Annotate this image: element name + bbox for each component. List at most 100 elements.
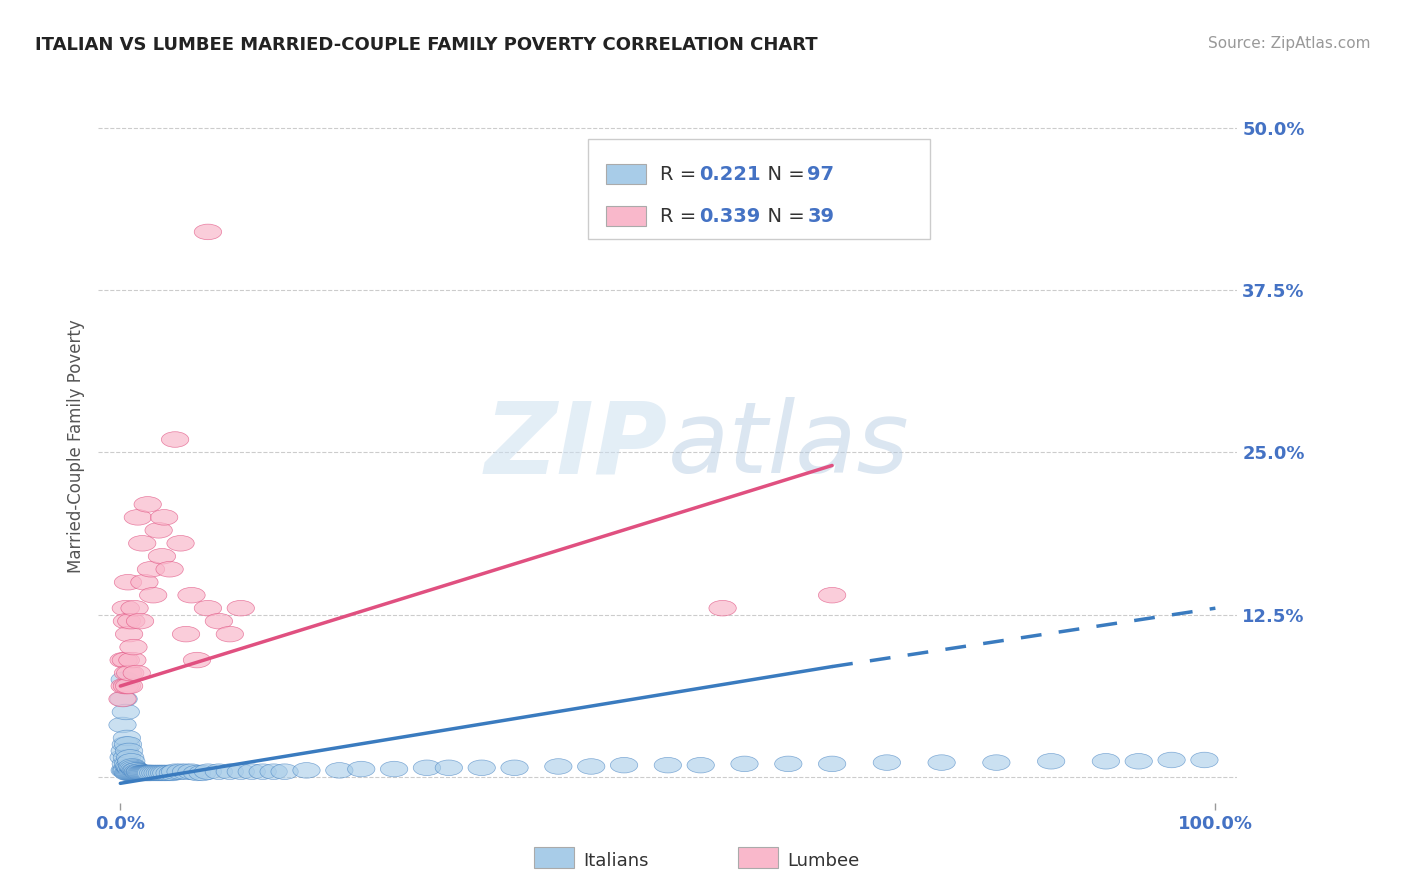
- Ellipse shape: [125, 765, 153, 780]
- Ellipse shape: [381, 761, 408, 777]
- Ellipse shape: [238, 764, 266, 780]
- Ellipse shape: [114, 614, 141, 629]
- Ellipse shape: [117, 749, 143, 765]
- Ellipse shape: [114, 678, 141, 694]
- Ellipse shape: [118, 761, 145, 777]
- Ellipse shape: [818, 756, 846, 772]
- Ellipse shape: [121, 600, 148, 616]
- Ellipse shape: [114, 763, 141, 778]
- Ellipse shape: [124, 765, 152, 780]
- Ellipse shape: [544, 759, 572, 774]
- Ellipse shape: [112, 704, 139, 720]
- Ellipse shape: [146, 765, 173, 780]
- Ellipse shape: [183, 652, 211, 668]
- Ellipse shape: [114, 737, 142, 752]
- Ellipse shape: [134, 765, 160, 780]
- Ellipse shape: [413, 760, 440, 775]
- Ellipse shape: [159, 765, 187, 780]
- Ellipse shape: [122, 763, 149, 778]
- Ellipse shape: [114, 749, 141, 765]
- Ellipse shape: [205, 614, 232, 629]
- Ellipse shape: [127, 765, 153, 780]
- Ellipse shape: [177, 588, 205, 603]
- Text: ITALIAN VS LUMBEE MARRIED-COUPLE FAMILY POVERTY CORRELATION CHART: ITALIAN VS LUMBEE MARRIED-COUPLE FAMILY …: [35, 36, 818, 54]
- Ellipse shape: [1092, 754, 1119, 769]
- Text: 97: 97: [807, 165, 835, 184]
- Ellipse shape: [775, 756, 801, 772]
- Ellipse shape: [110, 749, 138, 765]
- Text: 39: 39: [807, 207, 835, 226]
- Ellipse shape: [167, 535, 194, 551]
- Ellipse shape: [115, 759, 143, 774]
- Ellipse shape: [153, 765, 180, 780]
- Ellipse shape: [127, 764, 153, 780]
- Ellipse shape: [108, 691, 136, 706]
- Text: atlas: atlas: [668, 398, 910, 494]
- Ellipse shape: [162, 764, 188, 780]
- Ellipse shape: [118, 765, 146, 780]
- Ellipse shape: [138, 561, 165, 577]
- Ellipse shape: [228, 600, 254, 616]
- Ellipse shape: [124, 763, 150, 778]
- Ellipse shape: [131, 574, 157, 590]
- Ellipse shape: [111, 672, 138, 688]
- Text: 0.221: 0.221: [699, 165, 761, 184]
- Ellipse shape: [173, 764, 200, 780]
- Ellipse shape: [117, 765, 143, 780]
- Ellipse shape: [139, 588, 167, 603]
- Ellipse shape: [148, 765, 176, 780]
- Ellipse shape: [434, 760, 463, 775]
- Text: Italians: Italians: [583, 852, 650, 870]
- Ellipse shape: [205, 764, 232, 780]
- Text: 0.339: 0.339: [699, 207, 761, 226]
- Ellipse shape: [118, 614, 145, 629]
- Ellipse shape: [110, 691, 138, 706]
- Ellipse shape: [121, 765, 148, 780]
- Ellipse shape: [610, 757, 638, 773]
- Ellipse shape: [228, 764, 254, 780]
- Ellipse shape: [129, 765, 157, 780]
- Ellipse shape: [326, 763, 353, 778]
- Ellipse shape: [111, 763, 138, 778]
- Ellipse shape: [118, 754, 145, 769]
- Ellipse shape: [124, 509, 152, 525]
- Ellipse shape: [688, 757, 714, 773]
- Ellipse shape: [173, 626, 200, 642]
- Ellipse shape: [217, 626, 243, 642]
- Ellipse shape: [124, 665, 150, 681]
- Ellipse shape: [120, 765, 148, 780]
- Ellipse shape: [271, 764, 298, 780]
- Ellipse shape: [111, 743, 138, 759]
- Ellipse shape: [148, 549, 176, 564]
- Ellipse shape: [115, 678, 143, 694]
- Ellipse shape: [112, 600, 139, 616]
- Ellipse shape: [143, 765, 172, 780]
- Ellipse shape: [139, 765, 167, 780]
- Y-axis label: Married-Couple Family Poverty: Married-Couple Family Poverty: [66, 319, 84, 573]
- Ellipse shape: [132, 765, 159, 780]
- Ellipse shape: [138, 765, 165, 780]
- Ellipse shape: [114, 665, 142, 681]
- Ellipse shape: [115, 743, 143, 759]
- Ellipse shape: [128, 765, 156, 780]
- Ellipse shape: [114, 756, 142, 772]
- Ellipse shape: [578, 759, 605, 774]
- Ellipse shape: [117, 760, 143, 775]
- Ellipse shape: [709, 600, 737, 616]
- Ellipse shape: [112, 737, 139, 752]
- Ellipse shape: [118, 765, 145, 780]
- Ellipse shape: [114, 765, 142, 780]
- Ellipse shape: [122, 765, 149, 780]
- Ellipse shape: [468, 760, 495, 775]
- Ellipse shape: [127, 614, 153, 629]
- Ellipse shape: [111, 678, 138, 694]
- Ellipse shape: [188, 765, 217, 780]
- Ellipse shape: [145, 523, 173, 538]
- Ellipse shape: [194, 224, 222, 240]
- Ellipse shape: [167, 764, 194, 780]
- Ellipse shape: [292, 763, 321, 778]
- Ellipse shape: [112, 652, 139, 668]
- Text: Source: ZipAtlas.com: Source: ZipAtlas.com: [1208, 36, 1371, 51]
- Ellipse shape: [131, 765, 157, 780]
- Ellipse shape: [183, 765, 211, 780]
